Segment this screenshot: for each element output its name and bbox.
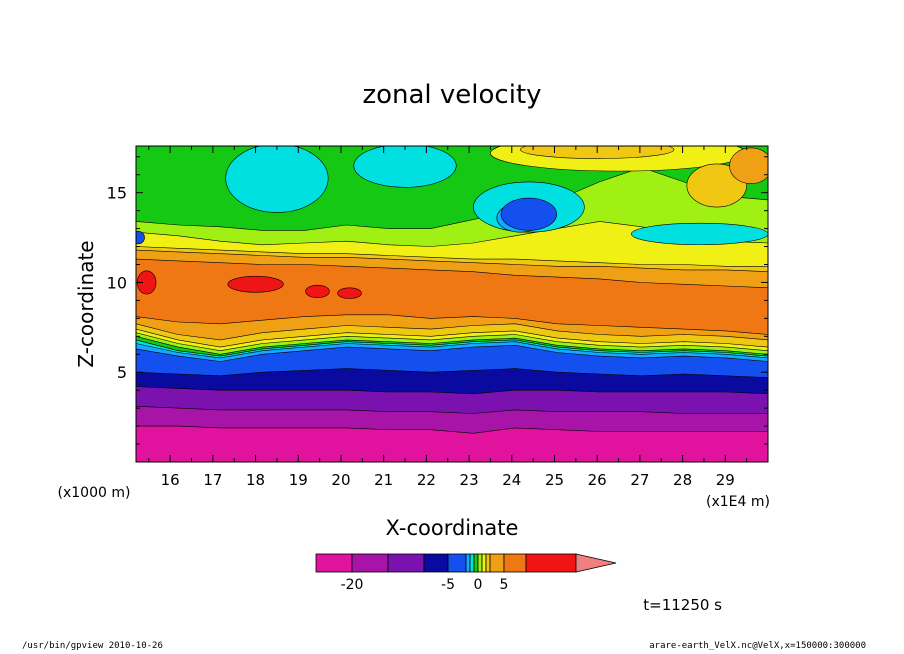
x-tick-label: 19 — [289, 471, 308, 489]
colorbar-box — [465, 553, 471, 573]
colorbar-tick-label: -5 — [441, 577, 455, 593]
colorbar-tick-label: 5 — [500, 577, 509, 593]
colorbar-box — [473, 553, 479, 573]
colorbar-box — [315, 553, 353, 573]
contour-region — [686, 163, 747, 208]
x-tick-label: 27 — [630, 471, 649, 489]
contour-region — [305, 284, 330, 299]
x-tick-label: 28 — [673, 471, 692, 489]
x-tick-label: 29 — [716, 471, 735, 489]
colorbar-extend-arrow — [575, 553, 617, 573]
colorbar-box — [481, 553, 487, 573]
contour-band — [136, 425, 768, 462]
y-tick-label: 10 — [107, 273, 127, 292]
colorbar-box — [503, 553, 527, 573]
contour-region — [729, 147, 768, 184]
colorbar-box — [525, 553, 577, 573]
x-tick-label: 25 — [545, 471, 564, 489]
x-tick-label: 21 — [374, 471, 393, 489]
chart-title: zonal velocity — [362, 80, 541, 110]
x-axis-unit: (x1E4 m) — [706, 494, 770, 510]
colorbar-box — [387, 553, 425, 573]
contour-region — [227, 275, 284, 293]
plot-frame — [135, 145, 769, 463]
contour-region — [353, 146, 457, 188]
x-tick-label: 17 — [203, 471, 222, 489]
colorbar-box — [351, 553, 389, 573]
colorbar-box — [477, 553, 483, 573]
y-axis: 5 10 15 — [107, 156, 768, 445]
colorbar-tick-label: -20 — [341, 577, 364, 593]
footer-right: arare-earth_VelX.nc@VelX,x=150000:300000 — [649, 641, 866, 651]
x-axis: 16 17 18 19 20 21 22 23 24 25 26 27 28 29 — [148, 146, 748, 489]
x-tick-label: 16 — [161, 471, 180, 489]
contour-region — [631, 222, 768, 246]
x-axis-label: X-coordinate — [386, 516, 519, 540]
x-tick-label: 22 — [417, 471, 436, 489]
time-label: t=11250 s — [643, 596, 722, 614]
x-tick-label: 26 — [588, 471, 607, 489]
colorbar-box — [489, 553, 505, 573]
y-tick-label: 5 — [117, 363, 127, 382]
colorbar-box — [423, 553, 449, 573]
y-tick-label: 15 — [107, 184, 127, 203]
x-tick-label: 20 — [331, 471, 350, 489]
x-tick-label: 18 — [246, 471, 265, 489]
colorbar-box — [447, 553, 467, 573]
plot-area — [136, 146, 768, 462]
colorbar-box — [469, 553, 475, 573]
x-tick-label: 24 — [502, 471, 521, 489]
contour-region — [500, 197, 557, 231]
y-axis-label: Z-coordinate — [74, 240, 98, 367]
contour-region — [225, 146, 329, 213]
contour-region — [337, 287, 362, 299]
x-tick-label: 23 — [460, 471, 479, 489]
colorbar-box — [485, 553, 491, 573]
y-axis-unit: (x1000 m) — [58, 485, 131, 501]
colorbar-tick-label: 0 — [474, 577, 483, 593]
footer-left: /usr/bin/gpview 2010-10-26 — [22, 641, 163, 651]
contour-region — [136, 230, 145, 245]
colorbar: -20 -5 0 5 — [315, 553, 617, 593]
